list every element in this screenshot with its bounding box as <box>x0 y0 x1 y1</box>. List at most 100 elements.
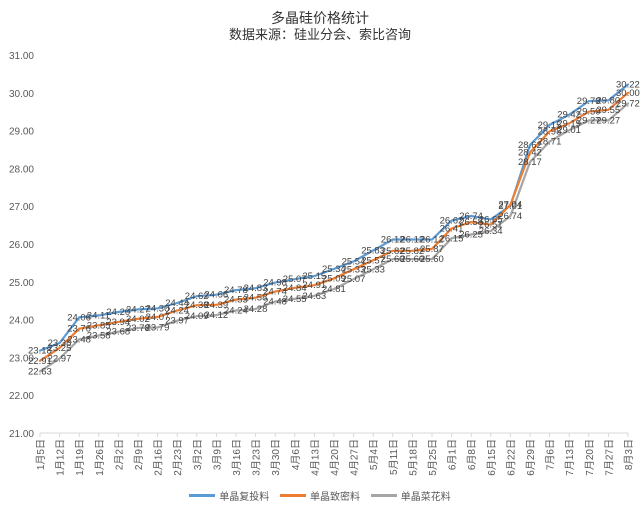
data-label: 23.97 <box>165 316 189 327</box>
x-tick-label: 2月2日 <box>113 439 125 470</box>
data-label: 25.09 <box>322 273 346 284</box>
data-label: 24.30 <box>146 303 170 314</box>
x-tick-label: 7月20日 <box>584 439 596 476</box>
data-label: 22.91 <box>28 356 52 367</box>
data-label: 24.06 <box>67 312 91 323</box>
chart-title: 多晶硅价格统计 <box>271 10 369 26</box>
legend-swatch-gray <box>370 494 397 497</box>
y-tick-label: 31.00 <box>9 51 34 62</box>
x-tick-label: 8月3日 <box>623 439 635 470</box>
x-tick-label: 2月9日 <box>133 439 145 470</box>
data-label: 23.68 <box>106 327 130 338</box>
x-tick-label: 1月26日 <box>94 439 106 476</box>
data-label: 25.33 <box>361 264 385 275</box>
data-label: 27.01 <box>498 201 522 212</box>
data-label: 26.15 <box>440 233 464 244</box>
data-label: 24.62 <box>185 291 209 302</box>
data-label: 26.12 <box>420 234 444 245</box>
data-label: 24.27 <box>126 304 150 315</box>
data-label: 24.81 <box>322 284 346 295</box>
data-label: 26.74 <box>459 211 483 222</box>
data-label: 24.48 <box>263 296 287 307</box>
data-label: 25.82 <box>400 246 424 257</box>
data-label: 24.02 <box>126 314 150 325</box>
legend-label: 单晶菜花料 <box>400 492 451 503</box>
data-label: 26.25 <box>459 230 483 241</box>
y-tick-label: 28.00 <box>9 164 34 175</box>
x-tick-label: 5月25日 <box>427 439 439 476</box>
legend-swatch-blue <box>189 494 216 497</box>
data-label: 24.07 <box>146 312 170 323</box>
x-tick-label: 4月13日 <box>309 439 321 476</box>
data-label: 25.34 <box>322 264 346 275</box>
data-label: 26.65 <box>479 214 503 225</box>
data-label: 24.55 <box>283 294 307 305</box>
data-label: 23.38 <box>48 338 72 349</box>
data-label: 24.24 <box>165 306 189 317</box>
legend-item-zhi-mi-liao[interactable]: 单晶致密料 <box>280 488 360 503</box>
data-label: 24.53 <box>224 295 248 306</box>
data-label: 28.98 <box>538 126 562 137</box>
x-tick-label: 4月27日 <box>349 439 361 476</box>
data-label: 29.78 <box>577 96 601 107</box>
data-label: 24.98 <box>263 278 287 289</box>
series-line[interactable] <box>38 91 630 362</box>
data-label: 24.20 <box>106 307 130 318</box>
data-label: 26.12 <box>381 234 405 245</box>
data-label: 24.84 <box>283 283 307 294</box>
legend-swatch-orange <box>280 494 306 497</box>
y-tick-label: 23.00 <box>9 353 34 364</box>
y-tick-label: 30.00 <box>9 89 34 100</box>
y-tick-label: 27.00 <box>9 202 34 213</box>
data-label: 27.04 <box>498 200 522 211</box>
data-label: 24.38 <box>185 300 209 311</box>
data-label: 24.58 <box>244 293 268 304</box>
x-tick-label: 6月8日 <box>466 439 478 470</box>
x-tick-label: 2月23日 <box>172 439 184 476</box>
data-label: 23.94 <box>106 317 130 328</box>
chart-subtitle: 数据来源：硅业分会、索比咨询 <box>228 27 411 42</box>
data-label: 26.62 <box>440 216 464 227</box>
legend-item-cai-hua-liao[interactable]: 单晶菜花料 <box>370 488 451 503</box>
data-label: 29.27 <box>596 115 620 126</box>
x-tick-label: 4月20日 <box>329 439 341 476</box>
data-label: 29.80 <box>596 95 620 106</box>
y-tick-label: 22.00 <box>9 391 34 402</box>
x-tick-label: 3月16日 <box>231 439 243 476</box>
data-label: 25.60 <box>381 254 405 265</box>
data-label: 29.50 <box>577 107 601 118</box>
y-tick-label: 26.00 <box>9 240 34 251</box>
x-tick-label: 2月16日 <box>153 439 165 476</box>
series-line[interactable] <box>38 102 630 373</box>
y-tick-label: 24.00 <box>9 316 34 327</box>
data-label: 26.41 <box>440 224 464 235</box>
data-label: 24.39 <box>204 300 228 311</box>
data-label: 24.28 <box>244 304 268 315</box>
data-label: 29.01 <box>557 125 581 136</box>
legend-label: 单晶复投料 <box>219 492 270 503</box>
x-tick-label: 1月12日 <box>55 439 67 476</box>
data-label: 25.07 <box>342 274 366 285</box>
data-label: 28.17 <box>518 157 542 168</box>
x-tick-label: 1月5日 <box>35 439 47 470</box>
data-label: 28.42 <box>518 148 542 159</box>
data-label: 25.60 <box>420 254 444 265</box>
data-label: 24.12 <box>204 310 228 321</box>
data-label: 24.91 <box>302 280 326 291</box>
data-label: 29.27 <box>577 115 601 126</box>
data-label: 23.79 <box>146 323 170 334</box>
data-label: 24.74 <box>263 287 287 298</box>
data-label: 25.60 <box>400 254 424 265</box>
data-label: 23.25 <box>48 343 72 354</box>
data-label: 24.78 <box>224 285 248 296</box>
data-label: 30.00 <box>616 88 640 99</box>
data-label: 29.42 <box>557 110 581 121</box>
series-line[interactable] <box>38 83 630 352</box>
x-tick-label: 7月13日 <box>564 439 576 476</box>
data-label: 22.97 <box>48 354 72 365</box>
data-label: 28.71 <box>538 137 562 148</box>
data-label: 22.63 <box>28 366 52 377</box>
data-label: 25.57 <box>361 255 385 266</box>
legend-item-fu-tou-liao[interactable]: 单晶复投料 <box>189 488 269 503</box>
